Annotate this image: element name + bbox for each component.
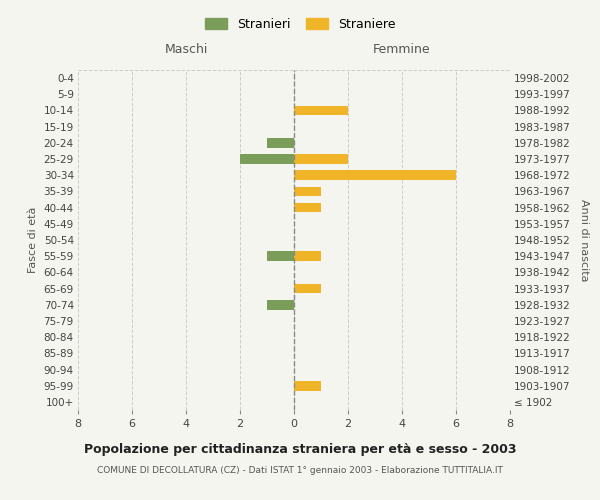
Bar — [294, 186, 321, 196]
Bar — [294, 252, 321, 261]
Bar — [294, 203, 321, 212]
Bar — [294, 284, 321, 294]
Bar — [294, 154, 348, 164]
Text: COMUNE DI DECOLLATURA (CZ) - Dati ISTAT 1° gennaio 2003 - Elaborazione TUTTITALI: COMUNE DI DECOLLATURA (CZ) - Dati ISTAT … — [97, 466, 503, 475]
Bar — [294, 106, 348, 116]
Y-axis label: Fasce di età: Fasce di età — [28, 207, 38, 273]
Legend: Stranieri, Straniere: Stranieri, Straniere — [201, 14, 399, 34]
Bar — [267, 300, 294, 310]
Text: Popolazione per cittadinanza straniera per età e sesso - 2003: Popolazione per cittadinanza straniera p… — [84, 442, 516, 456]
Bar — [267, 252, 294, 261]
Bar — [267, 138, 294, 147]
Text: Maschi: Maschi — [164, 44, 208, 57]
Y-axis label: Anni di nascita: Anni di nascita — [579, 198, 589, 281]
Bar — [294, 381, 321, 390]
Text: Femmine: Femmine — [373, 44, 431, 57]
Bar — [294, 170, 456, 180]
Bar — [240, 154, 294, 164]
